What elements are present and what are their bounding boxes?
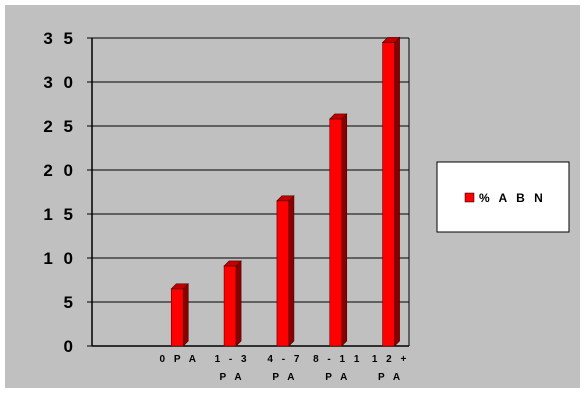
legend-swatch (464, 192, 475, 203)
x-tick-labels: 0 P A 1 - 3 P A 4 - 7 P A 8 - 1 1 P A 1 2 + P A (160, 354, 410, 383)
bar-top (276, 195, 295, 202)
x-tick-label: 1 2 + (372, 354, 410, 365)
bar-side (182, 283, 189, 347)
bars (170, 36, 401, 347)
bar-side (288, 195, 295, 347)
bar-top (170, 283, 189, 290)
bar-side (235, 260, 242, 347)
bar (329, 118, 343, 347)
y-tick-label: 2 5 (43, 117, 76, 136)
y-tick-label: 3 0 (43, 73, 76, 92)
plot-area (92, 38, 409, 346)
y-tick-label: 1 0 (43, 249, 76, 268)
x-tick-label: 1 - 3 (215, 354, 250, 365)
x-tick-label: 4 - 7 (267, 354, 302, 365)
bar (170, 288, 184, 347)
x-tick-label-line2: P A (220, 372, 245, 383)
x-tick-label-line2: P A (378, 372, 403, 383)
bar-top (329, 113, 348, 120)
y-tick-label: 1 5 (43, 205, 76, 224)
bar-top (223, 260, 242, 267)
bar-top (381, 37, 401, 43)
bar-side (341, 113, 348, 347)
x-tick-label: 8 - 1 1 (313, 354, 362, 365)
y-tick-label: 0 (64, 337, 76, 356)
y-tick-label: 2 0 (43, 161, 76, 180)
x-tick-label-line2: P A (325, 372, 350, 383)
legend-label: % A B N (479, 191, 546, 205)
legend-box (436, 161, 570, 233)
y-tick-label: 3 5 (43, 29, 76, 48)
gridlines (92, 37, 409, 303)
bar (382, 42, 395, 347)
legend: % A B N (436, 161, 570, 233)
y-tick-labels: 0 5 1 0 1 5 2 0 2 5 3 0 3 5 (43, 29, 76, 356)
axes (87, 37, 410, 347)
x-tick-label: 0 P A (160, 354, 199, 365)
bar-side (394, 36, 400, 347)
y-tick-label: 5 (64, 293, 76, 312)
bar (276, 200, 290, 347)
x-tick-label-line2: P A (272, 372, 297, 383)
bar (223, 265, 237, 347)
